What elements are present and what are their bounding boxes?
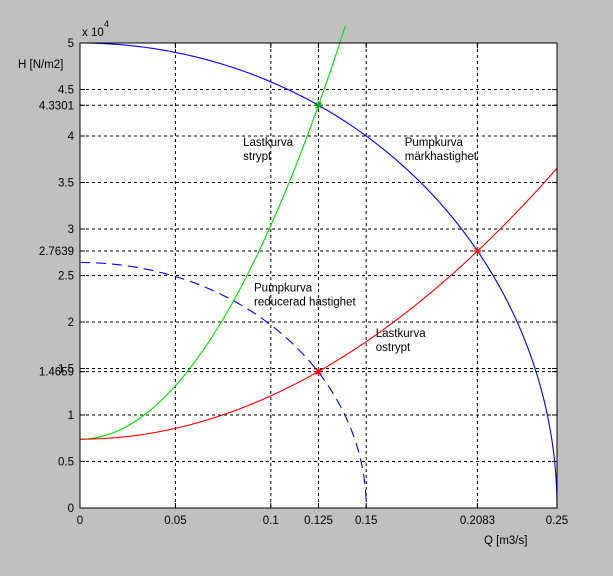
- annotation-pump-rated: märkhastighet: [405, 151, 478, 163]
- axis-ticks: 0 0.05 0.1 0.125 0.15 0.2083 0.25 0 0.5 1 1.46591.…: [39, 38, 568, 527]
- annotation-load-unthrottled: ostrypt: [376, 342, 411, 354]
- annotation-pump-reduced: Pumpkurva: [254, 282, 313, 294]
- y-tick-label: 3: [68, 224, 74, 236]
- y-tick-label: 1.5: [58, 364, 74, 376]
- y-axis-exponent: 4: [104, 19, 109, 29]
- y-tick-label: 0: [68, 503, 74, 515]
- x-axis-label: Q [m3/s]: [484, 535, 527, 547]
- curve-load-throttled: [79, 25, 346, 440]
- y-tick-label: 5: [68, 38, 74, 50]
- x-tick-label: 0.1: [263, 515, 279, 527]
- x-tick-label: 0.2083: [460, 515, 495, 527]
- intersection-marker: [473, 246, 482, 255]
- annotation-pump-reduced: reducerad hastighet: [254, 296, 356, 308]
- intersection-marker: [314, 101, 323, 110]
- annotation-load-throttled: strypt: [243, 151, 272, 163]
- x-tick-label: 0: [77, 515, 83, 527]
- y-tick-label: 2.7639: [39, 246, 74, 258]
- x-tick-label: 0.05: [164, 515, 186, 527]
- annotation-load-throttled: Lastkurva: [243, 137, 293, 149]
- y-tick-label: 2: [68, 317, 74, 329]
- curve-pump-rated: [79, 42, 558, 509]
- y-axis-label: H [N/m2]: [18, 59, 63, 71]
- y-tick-label: 1.4659: [39, 367, 74, 379]
- intersection-marker: [314, 367, 323, 376]
- y-tick-label: 4.5: [58, 85, 74, 97]
- y-axis-multiplier: x 10: [82, 27, 104, 39]
- x-tick-label: 0.15: [355, 515, 377, 527]
- intersection-markers: [314, 101, 482, 376]
- y-tick-label: 0.5: [58, 457, 74, 469]
- plot-area: [80, 43, 557, 508]
- annotation-load-unthrottled: Lastkurva: [376, 328, 426, 340]
- curve-pump-reduced: [79, 261, 367, 509]
- y-tick-label: 4: [68, 131, 75, 143]
- y-tick-label: 4.3301: [39, 100, 74, 112]
- y-tick-label: 3.5: [58, 178, 74, 190]
- x-tick-label: 0.125: [304, 515, 333, 527]
- curve-annotations: Lastkurva strypt Pumpkurva märkhastighet Pum…: [243, 137, 478, 354]
- annotation-pump-rated: Pumpkurva: [405, 137, 464, 149]
- x-tick-label: 0.25: [546, 515, 568, 527]
- y-tick-label: 1: [68, 410, 74, 422]
- y-tick-label: 2.5: [58, 271, 74, 283]
